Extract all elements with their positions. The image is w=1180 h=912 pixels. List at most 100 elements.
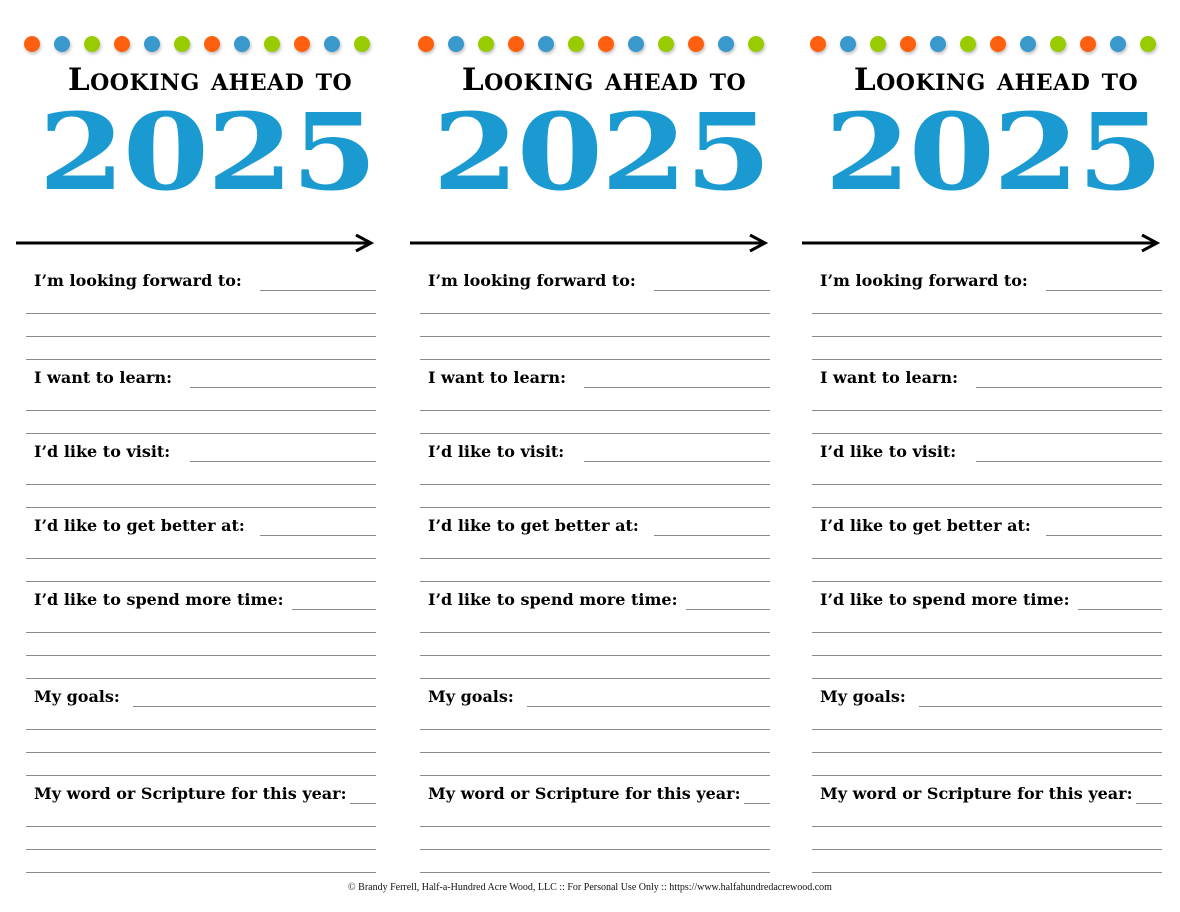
write-in-line[interactable]	[350, 803, 376, 804]
write-in-line[interactable]	[812, 581, 1162, 582]
write-in-line[interactable]	[26, 484, 376, 485]
write-in-line[interactable]	[190, 461, 376, 462]
write-in-line[interactable]	[812, 775, 1162, 776]
decorative-dot	[144, 36, 160, 52]
write-in-line[interactable]	[420, 507, 770, 508]
write-in-line[interactable]	[527, 706, 770, 707]
write-in-line[interactable]	[26, 826, 376, 827]
write-in-line[interactable]	[26, 678, 376, 679]
write-in-line[interactable]	[292, 609, 376, 610]
write-in-line[interactable]	[420, 410, 770, 411]
write-in-line[interactable]	[420, 775, 770, 776]
write-in-line[interactable]	[420, 872, 770, 873]
write-in-line[interactable]	[919, 706, 1162, 707]
decorative-dot	[748, 36, 764, 52]
prompt-label: My goals:	[34, 687, 120, 706]
arrow-right-icon	[16, 233, 376, 254]
write-in-line[interactable]	[812, 359, 1162, 360]
year-title: 2025	[38, 91, 377, 215]
write-in-line[interactable]	[420, 359, 770, 360]
write-in-line[interactable]	[420, 313, 770, 314]
write-in-line[interactable]	[420, 433, 770, 434]
write-in-line[interactable]	[654, 290, 770, 291]
write-in-line[interactable]	[26, 433, 376, 434]
write-in-line[interactable]	[420, 729, 770, 730]
write-in-line[interactable]	[812, 729, 1162, 730]
write-in-line[interactable]	[26, 410, 376, 411]
write-in-line[interactable]	[812, 484, 1162, 485]
write-in-line[interactable]	[812, 678, 1162, 679]
decorative-dot	[324, 36, 340, 52]
write-in-line[interactable]	[420, 849, 770, 850]
write-in-line[interactable]	[812, 655, 1162, 656]
decorative-dot	[354, 36, 370, 52]
write-in-line[interactable]	[133, 706, 376, 707]
heading: Looking ahead to	[461, 62, 747, 98]
write-in-line[interactable]	[812, 632, 1162, 633]
write-in-line[interactable]	[420, 752, 770, 753]
write-in-line[interactable]	[812, 313, 1162, 314]
write-in-line[interactable]	[654, 535, 770, 536]
write-in-line[interactable]	[812, 849, 1162, 850]
decorative-dot	[264, 36, 280, 52]
write-in-line[interactable]	[26, 359, 376, 360]
write-in-line[interactable]	[976, 387, 1162, 388]
write-in-line[interactable]	[1046, 535, 1162, 536]
prompt-label: I’d like to spend more time:	[820, 590, 1070, 609]
decorative-dot	[598, 36, 614, 52]
write-in-line[interactable]	[260, 290, 376, 291]
write-in-line[interactable]	[1046, 290, 1162, 291]
decorative-dot	[54, 36, 70, 52]
write-in-line[interactable]	[812, 507, 1162, 508]
prompt-label: I’m looking forward to:	[428, 271, 636, 290]
write-in-line[interactable]	[1136, 803, 1162, 804]
write-in-line[interactable]	[26, 632, 376, 633]
decorative-dot	[294, 36, 310, 52]
write-in-line[interactable]	[26, 729, 376, 730]
write-in-line[interactable]	[584, 387, 770, 388]
write-in-line[interactable]	[812, 558, 1162, 559]
write-in-line[interactable]	[812, 336, 1162, 337]
write-in-line[interactable]	[812, 872, 1162, 873]
prompt-label: My word or Scripture for this year:	[34, 784, 347, 803]
write-in-line[interactable]	[812, 752, 1162, 753]
write-in-line[interactable]	[420, 632, 770, 633]
write-in-line[interactable]	[812, 410, 1162, 411]
write-in-line[interactable]	[26, 313, 376, 314]
write-in-line[interactable]	[190, 387, 376, 388]
decorative-dot	[960, 36, 976, 52]
prompt-label: I’d like to get better at:	[820, 516, 1031, 535]
decorative-dot	[24, 36, 40, 52]
write-in-line[interactable]	[420, 484, 770, 485]
write-in-line[interactable]	[260, 535, 376, 536]
write-in-line[interactable]	[744, 803, 770, 804]
write-in-line[interactable]	[812, 433, 1162, 434]
write-in-line[interactable]	[420, 581, 770, 582]
write-in-line[interactable]	[420, 336, 770, 337]
write-in-line[interactable]	[26, 558, 376, 559]
prompt-label: I’m looking forward to:	[34, 271, 242, 290]
write-in-line[interactable]	[26, 507, 376, 508]
prompt-label: I want to learn:	[34, 368, 173, 387]
write-in-line[interactable]	[26, 872, 376, 873]
decorative-dot	[1140, 36, 1156, 52]
write-in-line[interactable]	[26, 775, 376, 776]
write-in-line[interactable]	[1078, 609, 1162, 610]
write-in-line[interactable]	[26, 752, 376, 753]
write-in-line[interactable]	[812, 826, 1162, 827]
write-in-line[interactable]	[420, 678, 770, 679]
write-in-line[interactable]	[420, 558, 770, 559]
write-in-line[interactable]	[26, 581, 376, 582]
write-in-line[interactable]	[420, 655, 770, 656]
write-in-line[interactable]	[26, 655, 376, 656]
write-in-line[interactable]	[686, 609, 770, 610]
decorative-dot	[688, 36, 704, 52]
write-in-line[interactable]	[420, 826, 770, 827]
write-in-line[interactable]	[26, 336, 376, 337]
worksheet-column: Looking ahead to 2025 I’m looking forward …	[410, 0, 780, 880]
write-in-line[interactable]	[26, 849, 376, 850]
decorative-dot	[568, 36, 584, 52]
decorative-dot	[930, 36, 946, 52]
write-in-line[interactable]	[584, 461, 770, 462]
write-in-line[interactable]	[976, 461, 1162, 462]
